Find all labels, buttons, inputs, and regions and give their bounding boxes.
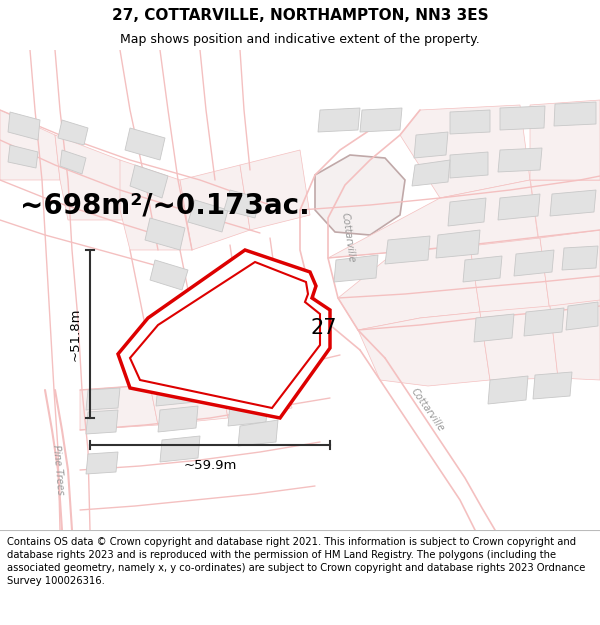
Text: ~51.8m: ~51.8m	[69, 308, 82, 361]
Text: 27, COTTARVILLE, NORTHAMPTON, NN3 3ES: 27, COTTARVILLE, NORTHAMPTON, NN3 3ES	[112, 8, 488, 22]
Polygon shape	[55, 135, 130, 220]
Polygon shape	[315, 155, 405, 235]
Text: #aaaaaa: #aaaaaa	[349, 249, 355, 251]
Polygon shape	[188, 200, 228, 232]
Polygon shape	[228, 400, 268, 426]
Polygon shape	[436, 230, 480, 258]
Text: Cottarville: Cottarville	[340, 213, 356, 264]
Polygon shape	[463, 256, 502, 282]
Text: Pine Trees: Pine Trees	[51, 444, 65, 496]
Polygon shape	[450, 110, 490, 134]
Polygon shape	[156, 380, 198, 406]
Polygon shape	[500, 106, 545, 130]
Polygon shape	[86, 410, 118, 434]
Polygon shape	[8, 145, 38, 168]
Polygon shape	[533, 372, 572, 399]
Polygon shape	[550, 190, 596, 216]
Polygon shape	[145, 218, 185, 250]
Polygon shape	[400, 105, 530, 198]
Polygon shape	[125, 128, 165, 160]
Polygon shape	[118, 250, 330, 418]
Polygon shape	[220, 368, 292, 418]
Polygon shape	[498, 194, 540, 220]
Polygon shape	[540, 230, 600, 312]
Polygon shape	[514, 250, 554, 276]
Polygon shape	[448, 198, 486, 226]
Polygon shape	[550, 300, 600, 380]
Polygon shape	[554, 102, 596, 126]
Polygon shape	[150, 378, 228, 425]
Polygon shape	[566, 302, 598, 330]
Polygon shape	[328, 180, 540, 258]
Polygon shape	[474, 314, 514, 342]
Polygon shape	[80, 385, 158, 430]
Polygon shape	[360, 108, 402, 132]
Polygon shape	[450, 152, 488, 178]
Text: Map shows position and indicative extent of the property.: Map shows position and indicative extent…	[120, 32, 480, 46]
Polygon shape	[385, 236, 430, 264]
Polygon shape	[86, 452, 118, 474]
Polygon shape	[224, 190, 260, 218]
Polygon shape	[338, 246, 480, 330]
Polygon shape	[470, 238, 550, 312]
Text: Cottarville: Cottarville	[409, 386, 446, 434]
Polygon shape	[488, 376, 528, 404]
Polygon shape	[318, 108, 360, 132]
Polygon shape	[86, 388, 120, 410]
Polygon shape	[358, 312, 490, 386]
Text: Contains OS data © Crown copyright and database right 2021. This information is : Contains OS data © Crown copyright and d…	[7, 537, 586, 586]
Polygon shape	[8, 112, 40, 140]
Polygon shape	[180, 165, 250, 250]
Polygon shape	[58, 120, 88, 145]
Polygon shape	[130, 165, 168, 198]
Text: 27: 27	[310, 318, 337, 338]
Polygon shape	[60, 150, 86, 174]
Polygon shape	[498, 148, 542, 172]
Polygon shape	[240, 150, 310, 230]
Polygon shape	[414, 132, 448, 158]
Polygon shape	[238, 420, 278, 446]
Text: ~59.9m: ~59.9m	[184, 459, 236, 472]
Polygon shape	[120, 160, 192, 250]
Polygon shape	[480, 306, 558, 380]
Polygon shape	[202, 374, 244, 400]
Polygon shape	[150, 260, 188, 290]
Polygon shape	[530, 100, 600, 180]
Polygon shape	[530, 180, 600, 252]
Polygon shape	[524, 308, 564, 336]
Text: ~698m²/~0.173ac.: ~698m²/~0.173ac.	[20, 191, 310, 219]
Polygon shape	[158, 406, 198, 432]
Polygon shape	[0, 110, 60, 180]
Polygon shape	[562, 246, 598, 270]
Polygon shape	[160, 436, 200, 462]
Polygon shape	[412, 160, 450, 186]
Polygon shape	[334, 255, 378, 282]
